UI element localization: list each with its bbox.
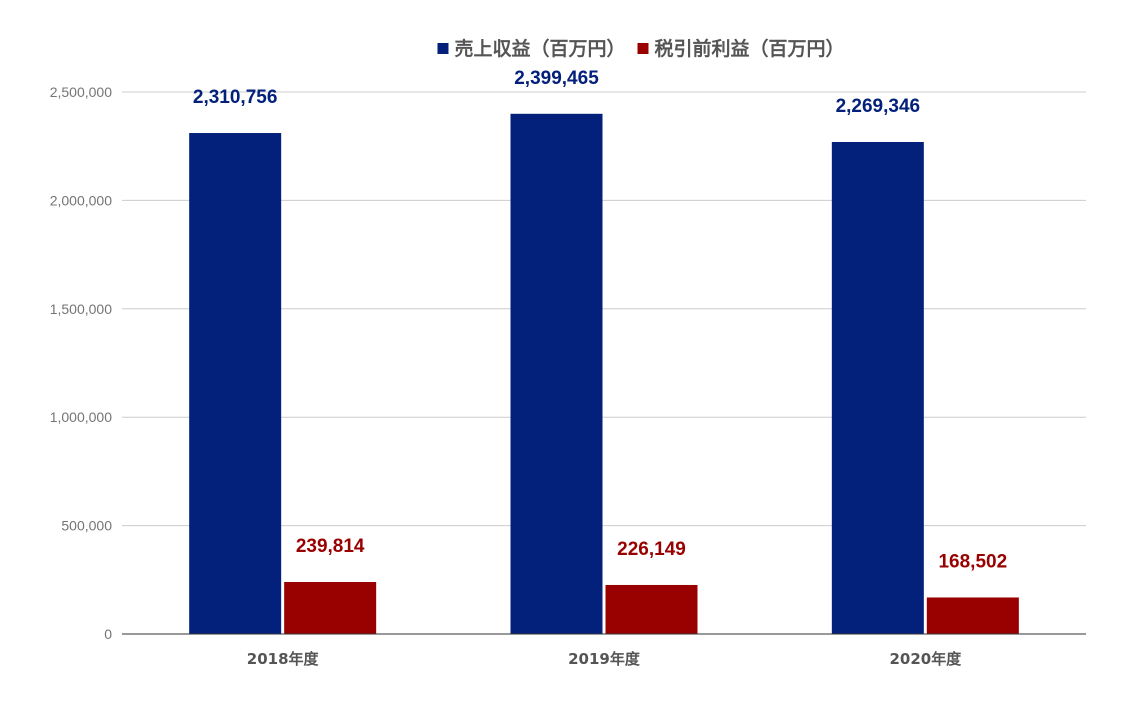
legend-swatch bbox=[637, 43, 649, 54]
data-label-pretax-profit-1: 239,814 bbox=[296, 536, 365, 557]
y-tick-label: 2,500,000 bbox=[50, 84, 112, 100]
data-label-pretax-profit-3: 168,502 bbox=[938, 551, 1007, 572]
legend: 売上収益（百万円） 税引前利益（百万円） bbox=[437, 37, 845, 60]
bar-revenue-2 bbox=[510, 113, 603, 634]
data-labels: 2,310,756 239,814 2,399,465 226,149 2,269,34… bbox=[193, 68, 1007, 573]
bars bbox=[189, 113, 1019, 634]
bar-revenue-3 bbox=[831, 142, 924, 634]
legend-swatch bbox=[437, 43, 449, 54]
y-tick-label: 1,000,000 bbox=[50, 409, 112, 425]
bar-pretax-profit-1 bbox=[284, 582, 377, 634]
data-label-revenue-2: 2,399,465 bbox=[514, 68, 599, 89]
gridlines bbox=[122, 91, 1086, 527]
y-tick-label: 0 bbox=[104, 626, 112, 642]
data-label-revenue-1: 2,310,756 bbox=[193, 87, 278, 108]
y-tick-label: 500,000 bbox=[61, 518, 112, 534]
bar-pretax-profit-3 bbox=[926, 597, 1019, 634]
x-axis: 2018年度 2019年度 2020年度 bbox=[122, 633, 1086, 668]
y-tick-label: 2,000,000 bbox=[50, 192, 112, 208]
x-tick-label: 2019年度 bbox=[568, 650, 641, 668]
legend-label: 税引前利益（百万円） bbox=[655, 37, 845, 60]
x-tick-label: 2018年度 bbox=[247, 650, 320, 668]
x-tick-label: 2020年度 bbox=[889, 650, 962, 668]
y-tick-label: 1,500,000 bbox=[50, 301, 112, 317]
y-axis: 0 500,000 1,000,000 1,500,000 2,000,000 2,500… bbox=[50, 84, 113, 642]
bar-pretax-profit-2 bbox=[605, 584, 698, 634]
data-label-pretax-profit-2: 226,149 bbox=[617, 539, 686, 560]
bar-revenue-1 bbox=[189, 133, 282, 634]
data-label-revenue-3: 2,269,346 bbox=[836, 96, 921, 117]
legend-label: 売上収益（百万円） bbox=[454, 37, 625, 60]
